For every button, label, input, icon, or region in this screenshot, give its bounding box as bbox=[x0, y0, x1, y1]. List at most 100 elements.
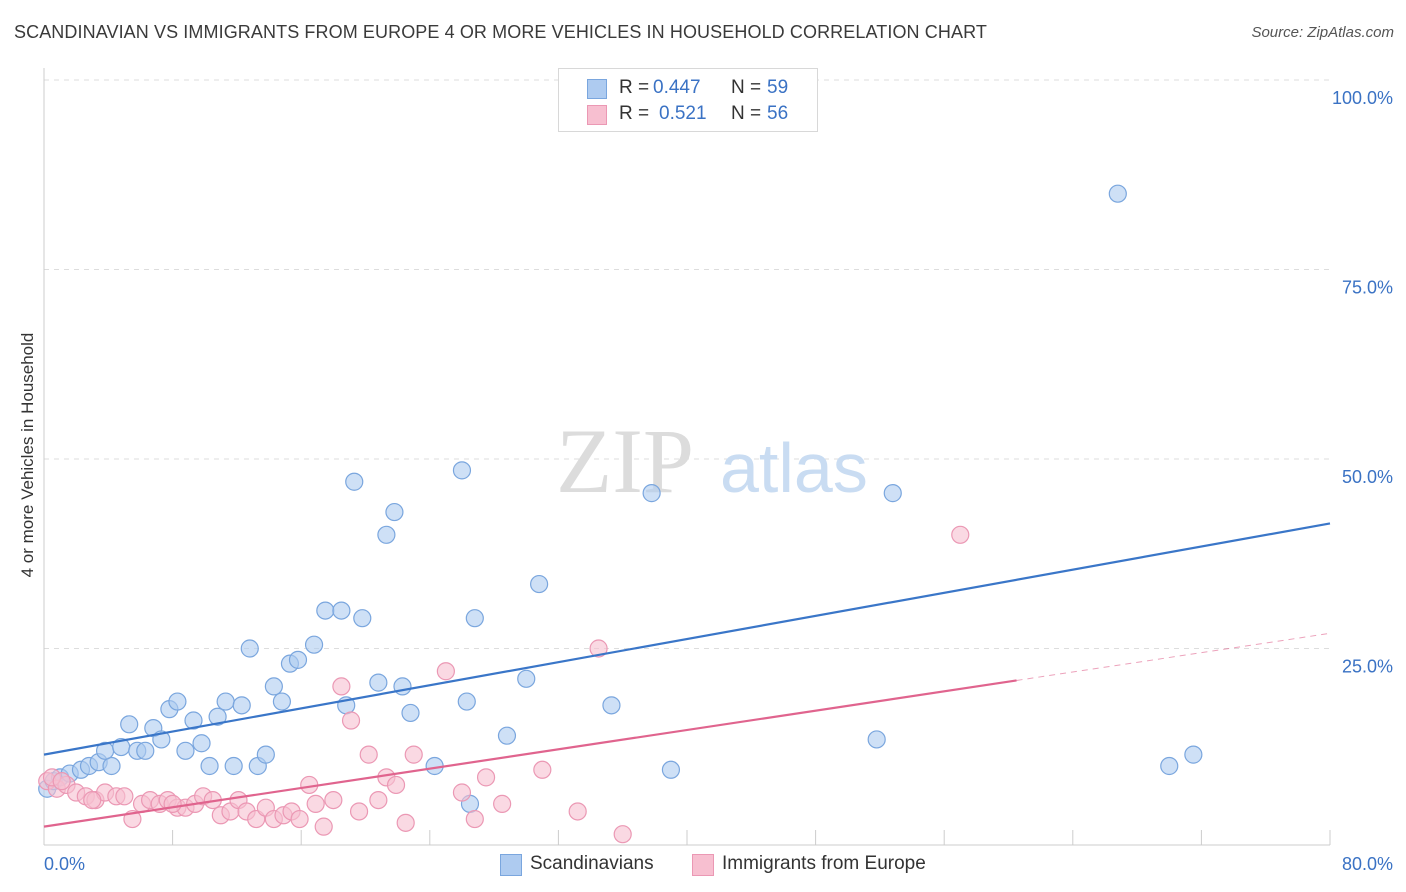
scandinavian-point bbox=[304, 635, 324, 654]
grid-lines bbox=[44, 79, 1330, 649]
scandinavian-point bbox=[168, 692, 187, 711]
scandinavian-point bbox=[497, 726, 517, 745]
scandinavian-point bbox=[272, 692, 292, 711]
immigrant-point bbox=[436, 662, 455, 681]
immigrant-point bbox=[290, 809, 309, 829]
scandinavian-point bbox=[1184, 745, 1203, 764]
scandinavian-point bbox=[401, 703, 420, 723]
scandinavian-point bbox=[176, 741, 195, 760]
y-tick-label: 50.0% bbox=[1342, 467, 1393, 487]
y-tick-label: 100.0% bbox=[1332, 88, 1393, 108]
legend-r-label: R = bbox=[619, 77, 650, 98]
legend-n-label: N = bbox=[731, 103, 762, 124]
immigrant-point bbox=[568, 802, 587, 821]
immigrant-point bbox=[349, 802, 369, 821]
axes bbox=[43, 68, 1331, 846]
immigrant-point bbox=[306, 794, 325, 813]
scandinavian-point bbox=[184, 711, 203, 730]
x-tick-label: 80.0% bbox=[1342, 854, 1393, 874]
watermark-zip: ZIP bbox=[556, 410, 694, 512]
immigrant-trend-line-extension bbox=[1016, 632, 1331, 681]
immigrant-point bbox=[533, 760, 552, 779]
watermark-atlas: atlas bbox=[720, 429, 868, 507]
scandinavian-point bbox=[867, 730, 886, 749]
legend-r-value: 0.447 bbox=[653, 77, 701, 98]
scandinavian-point bbox=[120, 715, 139, 734]
scandinavian-trend-line bbox=[43, 522, 1331, 756]
immigrant-point bbox=[314, 817, 333, 836]
immigrant-point bbox=[465, 809, 484, 829]
scandinavian-point bbox=[1160, 756, 1179, 776]
immigrant-trend-line bbox=[43, 679, 1017, 828]
legend-swatch-pink bbox=[587, 105, 607, 125]
data-points bbox=[38, 184, 1203, 844]
immigrant-point bbox=[52, 772, 71, 791]
legend-n-value: 56 bbox=[767, 103, 789, 124]
immigrant-point bbox=[589, 639, 608, 658]
legend-r-value: 0.521 bbox=[659, 103, 707, 124]
scandinavian-point bbox=[517, 669, 536, 688]
immigrant-point bbox=[396, 813, 415, 832]
source-label: Source: ZipAtlas.com bbox=[1251, 24, 1394, 41]
immigrant-point bbox=[341, 711, 361, 730]
immigrant-point bbox=[452, 783, 472, 802]
legend-n-label: N = bbox=[731, 77, 762, 98]
scandinavian-point bbox=[642, 484, 661, 503]
scandinavian-point bbox=[316, 601, 335, 620]
scandinavian-point bbox=[102, 756, 121, 776]
immigrant-point bbox=[359, 745, 378, 764]
immigrant-point bbox=[369, 790, 388, 810]
scandinavian-point bbox=[377, 525, 396, 544]
trend-lines bbox=[43, 522, 1331, 828]
scandinavian-point bbox=[345, 472, 364, 491]
scandinavian-point bbox=[661, 760, 681, 779]
scandinavian-point bbox=[264, 677, 283, 696]
scandinavian-point bbox=[256, 745, 275, 764]
immigrant-point bbox=[613, 825, 632, 844]
immigrant-point bbox=[476, 768, 496, 787]
scandinavian-point bbox=[602, 696, 621, 715]
legend-swatch-blue bbox=[587, 79, 607, 99]
scandinavian-point bbox=[353, 609, 372, 628]
immigrant-point bbox=[404, 745, 423, 764]
scandinavian-point bbox=[232, 696, 251, 715]
immigrant-point bbox=[324, 790, 343, 810]
tick-labels: 25.0% 50.0% 75.0% 100.0% 0.0% 80.0% bbox=[44, 88, 1393, 874]
y-tick-label: 25.0% bbox=[1342, 657, 1393, 677]
scandinavian-point bbox=[240, 639, 259, 658]
scandinavian-point bbox=[1108, 184, 1127, 203]
scandinavian-point bbox=[208, 707, 227, 726]
scandinavian-point bbox=[465, 609, 484, 628]
legend-n-value: 59 bbox=[767, 77, 789, 98]
scandinavian-point bbox=[369, 673, 388, 692]
immigrant-point bbox=[386, 775, 406, 795]
scandinavian-point bbox=[883, 484, 902, 503]
immigrant-point bbox=[115, 787, 134, 806]
scandinavian-point bbox=[452, 461, 472, 480]
legend-swatch-blue bbox=[500, 854, 522, 876]
x-tick-label: 0.0% bbox=[44, 854, 85, 874]
watermark: ZIP atlas bbox=[556, 410, 868, 512]
stats-legend: R = 0.447 N = 59 R = 0.521 N = 56 bbox=[558, 68, 818, 132]
legend-swatch-pink bbox=[692, 854, 714, 876]
legend-r-label: R = bbox=[619, 103, 650, 124]
scandinavian-point bbox=[200, 756, 219, 776]
scandinavian-point bbox=[332, 601, 351, 620]
immigrant-point bbox=[332, 677, 351, 696]
immigrant-point bbox=[163, 794, 182, 813]
scandinavian-point bbox=[216, 692, 235, 711]
legend-label: Scandinavians bbox=[530, 853, 654, 874]
scandinavian-point bbox=[192, 734, 211, 753]
scandinavian-point bbox=[385, 502, 404, 522]
immigrant-point bbox=[83, 790, 102, 810]
immigrant-point bbox=[493, 794, 512, 813]
chart-title: SCANDINAVIAN VS IMMIGRANTS FROM EUROPE 4… bbox=[14, 22, 987, 42]
scandinavian-point bbox=[136, 741, 155, 760]
immigrant-point bbox=[951, 525, 970, 544]
scandinavian-point bbox=[288, 650, 308, 669]
y-tick-label: 75.0% bbox=[1342, 278, 1393, 298]
scandinavian-point bbox=[530, 574, 549, 594]
scandinavian-point bbox=[224, 756, 243, 776]
scandinavian-point bbox=[457, 692, 476, 711]
